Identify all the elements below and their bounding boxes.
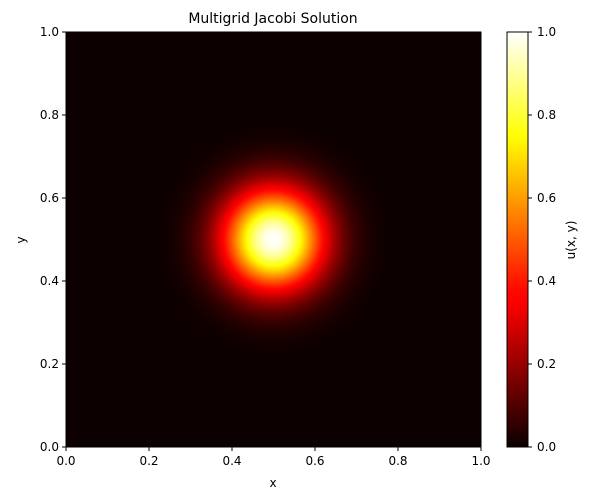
x-tick-label: 0.0 — [56, 454, 75, 468]
plot-frame — [65, 31, 482, 448]
y-tick-label: 0.6 — [40, 191, 59, 205]
x-axis-label: x — [269, 476, 276, 490]
x-axis-ticks: 0.0 0.2 0.4 0.6 0.8 1.0 — [56, 447, 491, 468]
colorbar-tick-label: 0.0 — [537, 440, 556, 454]
colorbar-ticks: 0.0 0.2 0.4 0.6 0.8 1.0 — [528, 25, 556, 454]
x-tick-label: 0.8 — [388, 454, 407, 468]
colorbar-tick-label: 1.0 — [537, 25, 556, 39]
y-tick-label: 0.2 — [40, 357, 59, 371]
colorbar-tick-label: 0.8 — [537, 108, 556, 122]
y-axis-label: y — [14, 236, 28, 243]
colorbar-tick-label: 0.4 — [537, 274, 556, 288]
x-tick-label: 0.4 — [222, 454, 241, 468]
y-tick-label: 0.0 — [40, 440, 59, 454]
y-tick-label: 1.0 — [40, 25, 59, 39]
x-tick-label: 0.2 — [139, 454, 158, 468]
y-tick-label: 0.4 — [40, 274, 59, 288]
y-tick-label: 0.8 — [40, 108, 59, 122]
colorbar — [506, 31, 529, 448]
colorbar-tick-label: 0.2 — [537, 357, 556, 371]
chart-title: Multigrid Jacobi Solution — [188, 11, 357, 27]
colorbar-label: u(x, y) — [564, 221, 578, 260]
x-tick-label: 1.0 — [471, 454, 490, 468]
y-axis-ticks: 0.0 0.2 0.4 0.6 0.8 1.0 — [40, 25, 66, 454]
x-tick-label: 0.6 — [305, 454, 324, 468]
colorbar-tick-label: 0.6 — [537, 191, 556, 205]
heatmap-field — [66, 32, 481, 447]
